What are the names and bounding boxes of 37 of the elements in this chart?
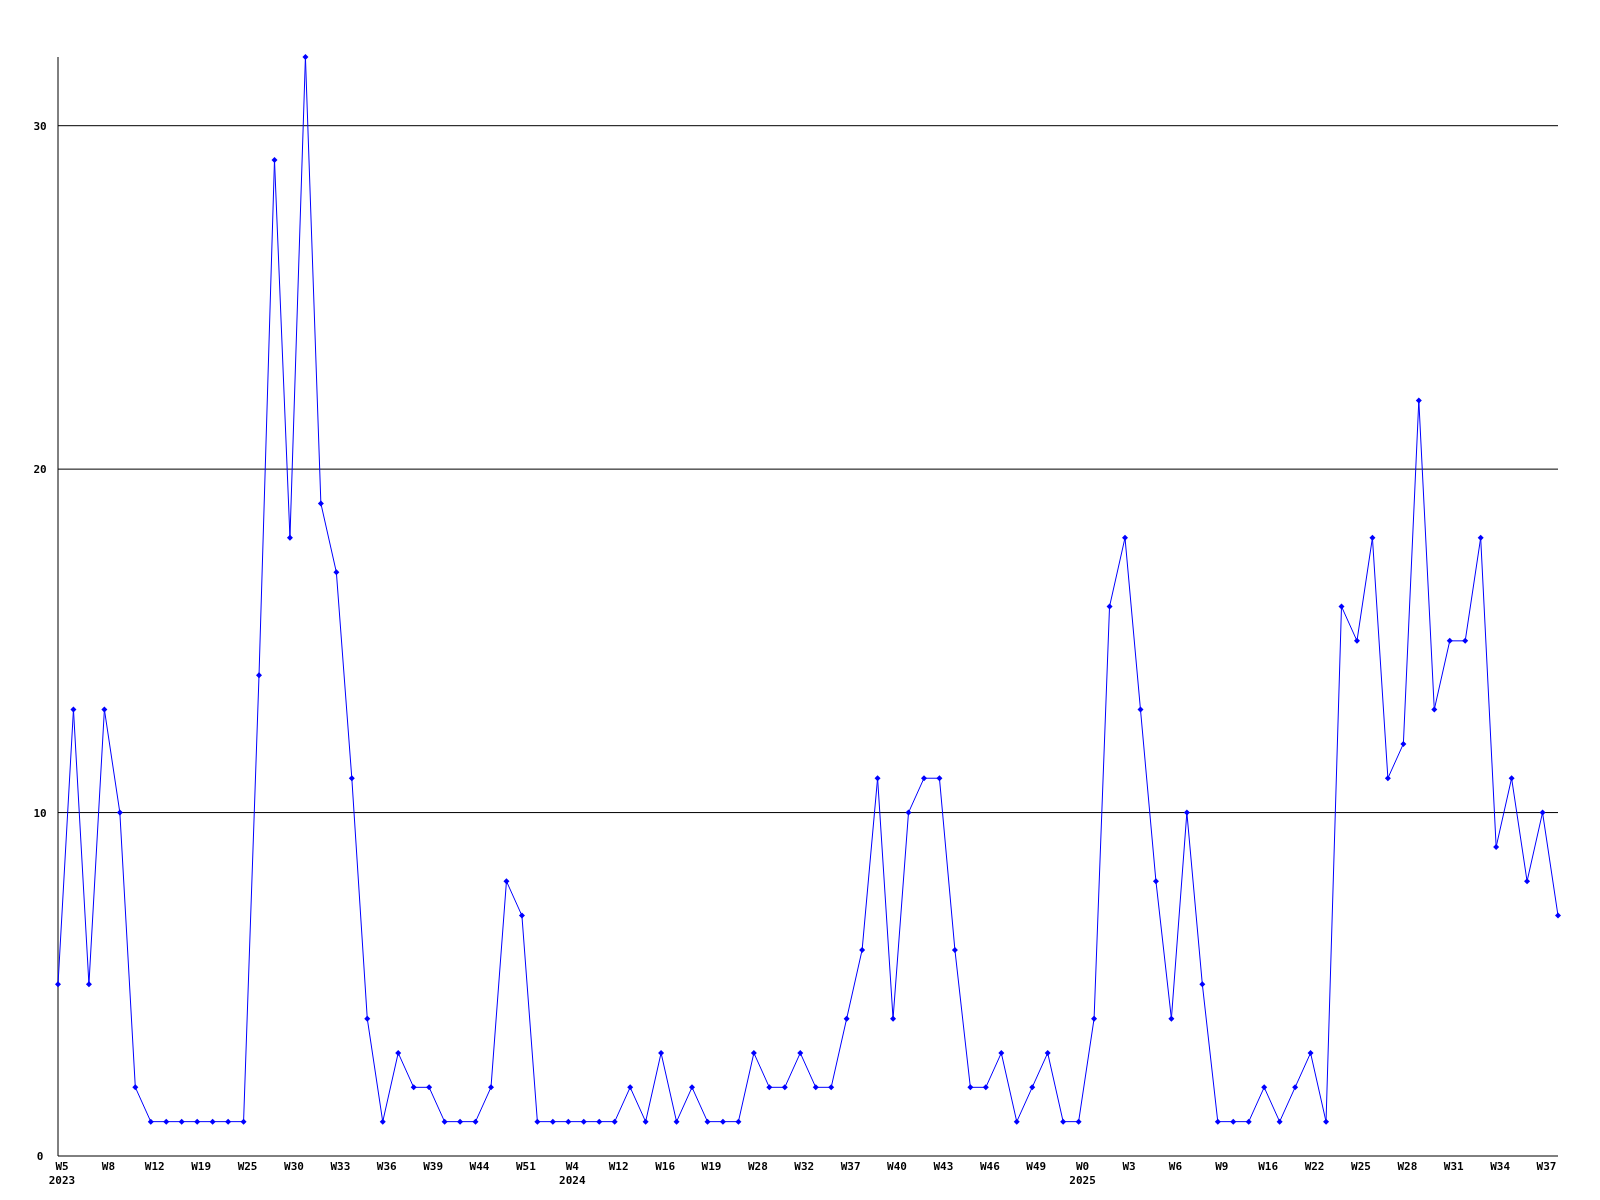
x-tick-label: W4 2024 xyxy=(559,1160,586,1187)
x-tick-label: W28 xyxy=(1397,1160,1418,1173)
x-tick-label: W51 xyxy=(515,1160,537,1173)
x-tick-label: W9 xyxy=(1215,1160,1229,1173)
x-tick-label: W30 xyxy=(284,1160,304,1173)
x-tick-label: W34 xyxy=(1490,1160,1511,1173)
x-tick-label: W31 xyxy=(1443,1160,1465,1173)
x-tick-label: W5 2023 xyxy=(48,1160,76,1187)
x-tick-label: W6 xyxy=(1168,1160,1183,1173)
x-tick-label: W0 2025 xyxy=(1069,1160,1096,1187)
x-tick-label: W39 xyxy=(423,1160,444,1173)
x-tick-label: W46 xyxy=(979,1160,1001,1173)
x-tick-label: W32 xyxy=(794,1160,815,1173)
x-tick-label: W19 xyxy=(191,1160,212,1173)
x-tick-label: W16 xyxy=(1258,1160,1279,1173)
x-tick-label: W43 xyxy=(933,1160,954,1173)
x-tick-label: W22 xyxy=(1304,1160,1325,1173)
x-tick-label: W12 xyxy=(144,1160,165,1173)
x-tick-label: W19 xyxy=(701,1160,722,1173)
x-tick-label: W16 xyxy=(655,1160,676,1173)
x-tick-label: W8 xyxy=(101,1160,116,1173)
x-tick-label: W37 xyxy=(1536,1160,1557,1173)
y-tick-label: 30 xyxy=(33,119,47,133)
y-tick-label: 10 xyxy=(33,806,47,820)
x-tick-label: W49 xyxy=(1026,1160,1047,1173)
y-tick-label: 20 xyxy=(33,463,47,477)
y-tick-label: 0 xyxy=(36,1150,44,1163)
x-tick-label: W33 xyxy=(330,1160,351,1173)
x-tick-label: W44 xyxy=(469,1160,490,1173)
x-tick-label: W36 xyxy=(376,1160,398,1173)
x-tick-label: W37 xyxy=(840,1160,861,1173)
x-tick-label: W25 xyxy=(1351,1160,1371,1173)
x-tick-label: W40 xyxy=(887,1160,907,1173)
x-tick-label: W3 xyxy=(1122,1160,1136,1173)
x-tick-label: W25 xyxy=(237,1160,258,1173)
x-tick-label: W28 xyxy=(747,1160,768,1173)
x-tick-label: W12 xyxy=(608,1160,629,1173)
